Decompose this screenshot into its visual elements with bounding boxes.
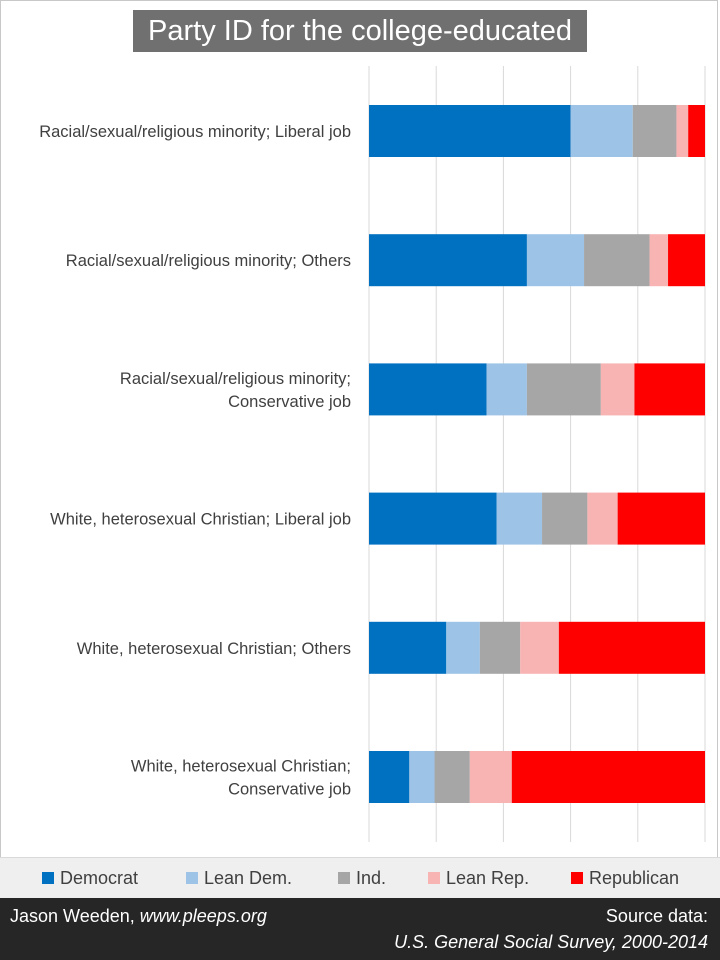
bar-0-republican [688,105,705,157]
bar-1-ind [584,234,650,287]
legend-swatch-3 [428,872,440,884]
bar-0-ind [632,105,677,157]
legend-swatch-0 [42,872,54,884]
bar-5-ind [434,751,470,803]
category-label-5-1: Conservative job [228,781,351,799]
bar-1-republican [668,234,705,287]
footer: Jason Weeden, www.pleeps.org Source data… [0,898,720,960]
category-label-1-0: Racial/sexual/religious minority; Others [66,252,351,270]
legend-item-4: Republican [571,867,679,889]
bar-2-ind [526,363,601,416]
bar-3-ind [542,492,588,545]
category-label-4-0: White, heterosexual Christian; Others [77,640,351,658]
category-label-3-0: White, heterosexual Christian; Liberal j… [50,511,351,529]
category-label-5-0: White, heterosexual Christian; [131,758,351,776]
category-label-2-0: Racial/sexual/religious minority; [120,370,351,388]
legend-swatch-1 [186,872,198,884]
legend-swatch-2 [338,872,350,884]
bar-4-lean-dem [446,621,480,674]
author-name: Jason Weeden, [10,906,140,926]
legend: Democrat Lean Dem. Ind. Lean Rep. Republican [0,857,720,898]
bar-0-lean-dem [570,105,633,157]
author-site: www.pleeps.org [139,906,267,926]
legend-item-0: Democrat [42,867,138,889]
bar-2-democrat [369,363,487,416]
bar-0-democrat [369,105,571,157]
bar-3-republican [617,492,705,545]
bar-4-lean-rep [520,621,559,674]
bar-4-ind [479,621,521,674]
bar-0-lean-rep [676,105,689,157]
source-label: Source data: [605,906,708,926]
bar-2-republican [634,363,705,416]
bar-2-lean-dem [486,363,527,416]
author-credit: Jason Weeden, www.pleeps.org [10,906,267,927]
bar-4-republican [558,621,705,674]
bar-5-lean-rep [469,751,512,803]
legend-item-3: Lean Rep. [428,867,529,889]
chart-title: Party ID for the college-educated [133,10,587,52]
bar-4-democrat [369,621,447,674]
category-label-0-0: Racial/sexual/religious minority; Libera… [39,123,351,141]
bar-2-lean-rep [600,363,635,416]
bar-3-democrat [369,492,497,545]
legend-label-1: Lean Dem. [204,867,293,888]
category-label-2-1: Conservative job [228,393,351,411]
bar-1-lean-dem [526,234,585,287]
legend-label-3: Lean Rep. [446,867,530,888]
bar-3-lean-dem [496,492,543,545]
legend-swatch-4 [571,872,583,884]
bar-5-republican [511,751,705,803]
legend-label-0: Democrat [60,867,139,888]
chart-frame [0,0,718,898]
bar-5-lean-dem [409,751,435,803]
source-name: U.S. General Social Survey, 2000-2014 [394,932,708,952]
stacked-bar-chart: Racial/sexual/religious minority; Libera… [39,66,706,842]
legend-label-4: Republican [589,867,680,888]
bar-3-lean-rep [587,492,618,545]
bar-1-lean-rep [649,234,669,287]
bar-1-democrat [369,234,527,287]
legend-item-1: Lean Dem. [186,867,292,889]
bar-5-democrat [369,751,410,803]
legend-item-2: Ind. [338,867,386,889]
legend-label-2: Ind. [356,867,387,888]
